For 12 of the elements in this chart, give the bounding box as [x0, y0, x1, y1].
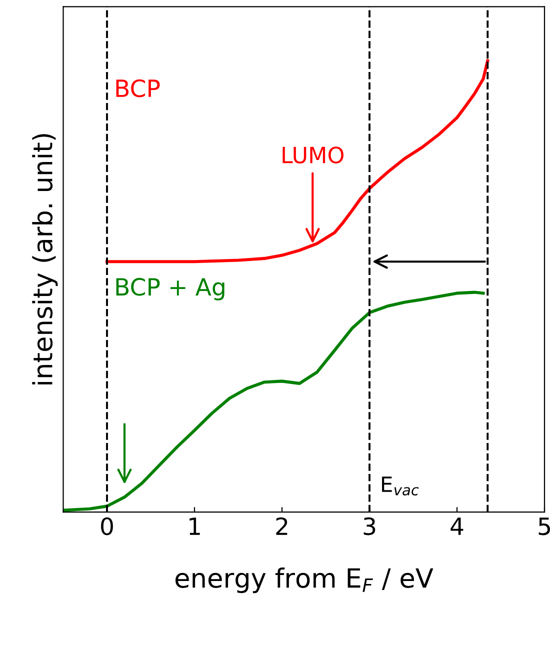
- text: BCP: [116, 79, 160, 98]
- annotation: LUMO: [282, 146, 344, 164]
- text: BCP + Ag: [116, 278, 224, 300]
- x-tick-label: 3: [364, 517, 376, 536]
- x-tick-label: 5: [538, 518, 550, 536]
- y-axis-title: intensity (arb. unit): [32, 134, 58, 384]
- x-tick-label: 4: [450, 518, 464, 535]
- x-tick-label: 0: [101, 517, 113, 536]
- x-axis-title: energy from E$_{F}$ / eV: [175, 568, 434, 594]
- ref-line-label: E$_{vac}$: [382, 476, 419, 496]
- x-tick-label: 1: [190, 518, 200, 535]
- x-tick-label: 2: [276, 517, 288, 535]
